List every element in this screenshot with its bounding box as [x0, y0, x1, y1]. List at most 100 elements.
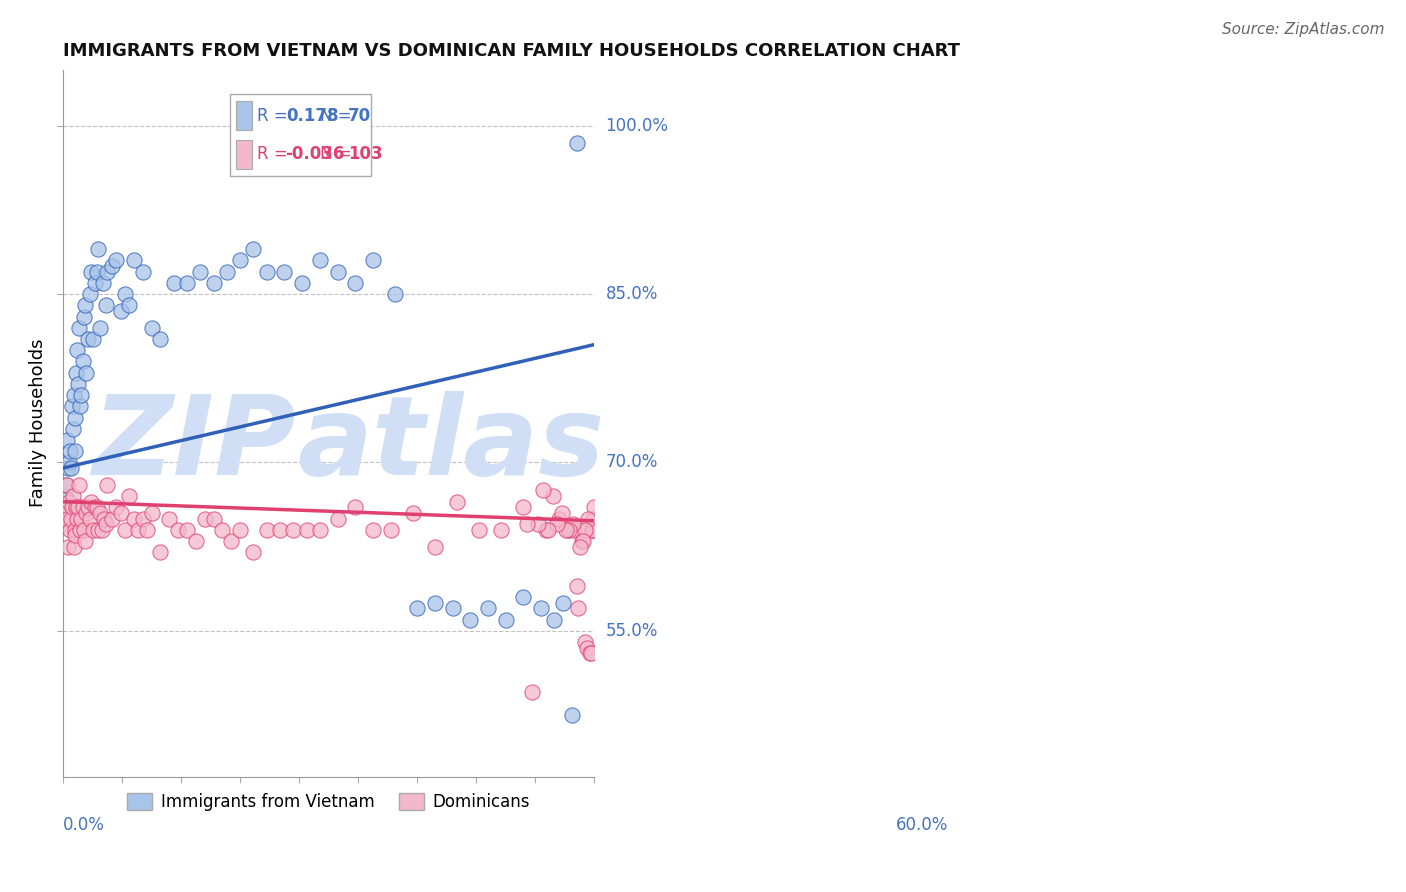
Point — [215, 265, 238, 279]
Point — [202, 276, 225, 290]
Point — [55, 500, 77, 515]
Text: N =: N = — [319, 107, 352, 125]
Point — [75, 366, 97, 380]
Point — [80, 494, 103, 508]
Point — [52, 506, 75, 520]
Point — [56, 511, 79, 525]
Point — [59, 444, 82, 458]
Point — [583, 500, 606, 515]
Point — [562, 517, 585, 532]
Legend: Immigrants from Vietnam, Dominicans: Immigrants from Vietnam, Dominicans — [121, 786, 537, 818]
Point — [105, 500, 128, 515]
Point — [574, 523, 596, 537]
Point — [93, 511, 115, 525]
Point — [65, 366, 87, 380]
Point — [273, 265, 295, 279]
Point — [184, 533, 207, 548]
Point — [460, 613, 482, 627]
Point — [65, 528, 87, 542]
Point — [53, 500, 76, 515]
Point — [141, 506, 163, 520]
Point — [291, 276, 314, 290]
Point — [557, 523, 579, 537]
Point — [522, 685, 544, 699]
Point — [579, 646, 602, 660]
Point — [66, 343, 89, 358]
Point — [63, 523, 86, 537]
Point — [94, 298, 117, 312]
Text: 100.0%: 100.0% — [606, 117, 668, 135]
Point — [380, 523, 402, 537]
Point — [84, 276, 107, 290]
Point — [558, 523, 581, 537]
Point — [69, 523, 91, 537]
Point — [163, 276, 186, 290]
Point — [269, 523, 291, 537]
Point — [56, 433, 79, 447]
Point — [58, 494, 80, 508]
Point — [62, 388, 84, 402]
Point — [89, 320, 111, 334]
Point — [537, 523, 560, 537]
Point — [423, 596, 446, 610]
Y-axis label: Family Households: Family Households — [30, 339, 46, 508]
Point — [495, 613, 517, 627]
Point — [132, 265, 155, 279]
Point — [63, 410, 86, 425]
Point — [67, 500, 90, 515]
Point — [60, 399, 83, 413]
Point — [344, 500, 367, 515]
Point — [441, 601, 464, 615]
Point — [574, 635, 596, 649]
Text: 0.178: 0.178 — [287, 107, 339, 125]
Point — [96, 478, 118, 492]
Point — [256, 523, 278, 537]
Point — [55, 478, 77, 492]
Point — [59, 461, 82, 475]
Text: ZIP: ZIP — [93, 391, 297, 498]
Point — [100, 259, 122, 273]
Point — [62, 489, 84, 503]
FancyBboxPatch shape — [231, 95, 371, 176]
Point — [576, 511, 599, 525]
Point — [59, 523, 82, 537]
Point — [69, 388, 91, 402]
Point — [546, 517, 568, 532]
Point — [167, 523, 190, 537]
Point — [326, 511, 349, 525]
Point — [89, 506, 111, 520]
Point — [96, 265, 118, 279]
Point — [562, 523, 585, 537]
Text: 70.0%: 70.0% — [606, 453, 658, 471]
Point — [384, 287, 406, 301]
Point — [136, 523, 159, 537]
Point — [194, 511, 217, 525]
Point — [516, 517, 538, 532]
Point — [86, 500, 108, 515]
Point — [512, 590, 534, 604]
Point — [100, 511, 122, 525]
Point — [84, 500, 107, 515]
Point — [72, 354, 94, 368]
Point — [62, 422, 84, 436]
Point — [477, 601, 499, 615]
Point — [80, 265, 103, 279]
Point — [122, 511, 145, 525]
Point — [75, 533, 97, 548]
Point — [446, 494, 468, 508]
Point — [91, 276, 114, 290]
Point — [110, 506, 132, 520]
Point — [91, 523, 114, 537]
Point — [219, 533, 242, 548]
Point — [468, 523, 491, 537]
Point — [69, 511, 91, 525]
Point — [344, 276, 367, 290]
Point — [308, 253, 330, 268]
Point — [188, 265, 211, 279]
Point — [87, 523, 110, 537]
Point — [67, 376, 90, 391]
Text: 103: 103 — [349, 145, 382, 163]
Point — [576, 640, 599, 655]
Text: 55.0%: 55.0% — [606, 622, 658, 640]
Point — [543, 613, 565, 627]
